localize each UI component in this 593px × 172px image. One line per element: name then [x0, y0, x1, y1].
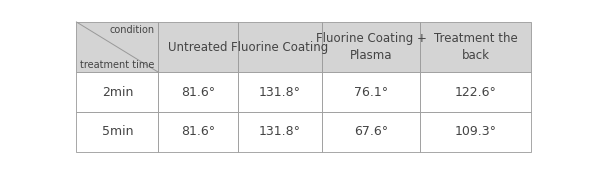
- Text: 131.8°: 131.8°: [259, 125, 301, 138]
- Bar: [158, 72, 238, 112]
- Text: Fluorine Coating: Fluorine Coating: [231, 41, 329, 53]
- Text: Fluorine Coating +
Plasma: Fluorine Coating + Plasma: [315, 32, 426, 62]
- Text: 109.3°: 109.3°: [455, 125, 497, 138]
- Bar: [76, 72, 158, 112]
- Bar: [238, 112, 322, 152]
- Bar: [322, 22, 420, 72]
- Text: Treatment the
back: Treatment the back: [434, 32, 518, 62]
- Text: 5min: 5min: [101, 125, 133, 138]
- Text: 122.6°: 122.6°: [455, 86, 496, 99]
- Text: treatment time: treatment time: [80, 60, 154, 69]
- Bar: [322, 112, 420, 152]
- Text: 131.8°: 131.8°: [259, 86, 301, 99]
- Bar: [76, 112, 158, 152]
- Bar: [238, 22, 322, 72]
- Text: 81.6°: 81.6°: [181, 86, 215, 99]
- Bar: [420, 22, 531, 72]
- Bar: [238, 72, 322, 112]
- Text: condition: condition: [110, 25, 155, 35]
- Bar: [158, 22, 238, 72]
- Text: 67.6°: 67.6°: [354, 125, 388, 138]
- Text: 81.6°: 81.6°: [181, 125, 215, 138]
- Bar: [420, 112, 531, 152]
- Text: 76.1°: 76.1°: [354, 86, 388, 99]
- Text: Untreated: Untreated: [168, 41, 228, 53]
- Bar: [76, 22, 158, 72]
- Bar: [158, 112, 238, 152]
- Bar: [420, 72, 531, 112]
- Text: 2min: 2min: [101, 86, 133, 99]
- Bar: [322, 72, 420, 112]
